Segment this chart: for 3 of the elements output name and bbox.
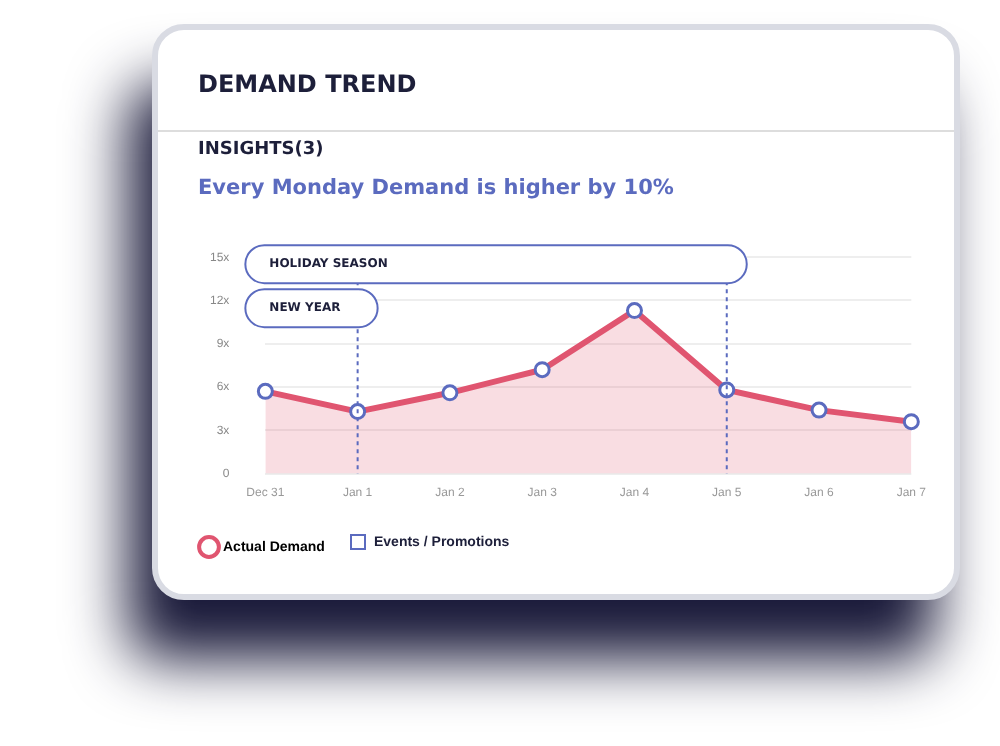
text: Every Monday Demand is higher by 10% [198,176,674,200]
chart-subtitle: INSIGHTS(3) [198,140,324,160]
chart-title: DEMAND TREND [198,70,417,98]
